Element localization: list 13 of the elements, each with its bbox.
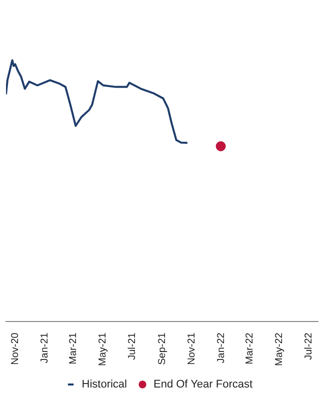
x-tick-label: Mar-22: [244, 332, 256, 364]
x-tick-label: Jul-22: [304, 332, 315, 360]
x-tick-label: Jan-22: [216, 332, 228, 364]
x-tick-label: Jul-21: [127, 332, 138, 360]
legend-label: Historical: [82, 378, 127, 391]
x-tick-label: May-21: [97, 332, 108, 366]
x-tick-label: Nov-21: [186, 332, 198, 365]
x-tick-label: May-22: [274, 332, 286, 366]
x-tick-label: Sep-21: [156, 332, 168, 365]
x-tick-label: Nov-20: [10, 332, 21, 365]
legend-label: End Of Year Forcast: [153, 378, 253, 391]
x-tick-label: Mar-21: [68, 332, 79, 364]
x-tick-label: Jan-21: [39, 332, 50, 364]
